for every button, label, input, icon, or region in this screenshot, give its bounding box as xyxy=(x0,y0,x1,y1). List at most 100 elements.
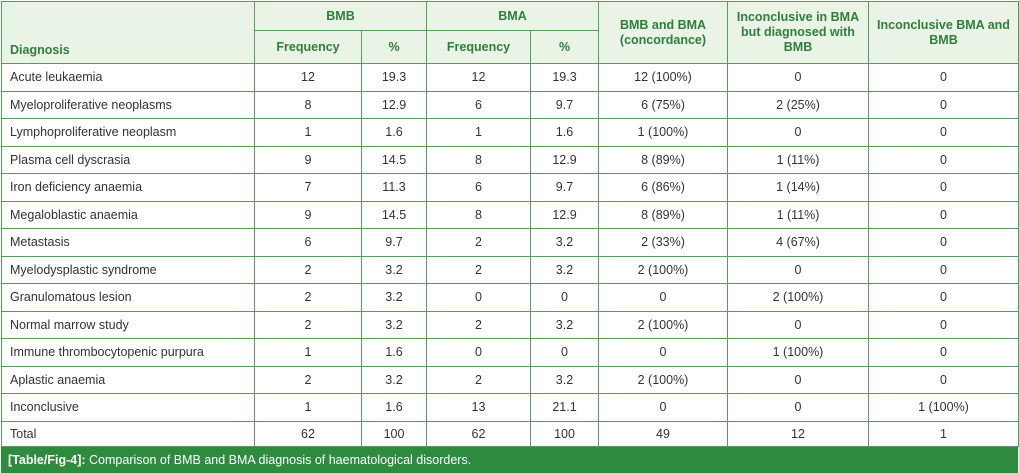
cell-bma-pct: 1.6 xyxy=(530,118,599,147)
cell-bma-freq: 0 xyxy=(426,338,531,367)
table-row: Metastasis 6 9.7 2 3.2 2 (33%) 4 (67%) 0 xyxy=(1,228,1019,257)
cell-incon-bma: 0 xyxy=(727,118,869,147)
cell-incon-both: 0 xyxy=(868,90,1019,119)
cell-bma-freq: 0 xyxy=(426,283,531,312)
cell-bmb-pct: 1.6 xyxy=(361,393,427,422)
cell-bma-pct: 9.7 xyxy=(530,173,599,202)
cell-bma-pct: 3.2 xyxy=(530,365,599,394)
cell-concordance: 49 xyxy=(598,420,728,447)
cell-bmb-freq: 1 xyxy=(254,118,362,147)
cell-diagnosis: Granulomatous lesion xyxy=(1,283,255,312)
header-bmb-frequency: Frequency xyxy=(254,30,362,64)
cell-bma-freq: 13 xyxy=(426,393,531,422)
cell-bmb-freq: 2 xyxy=(254,365,362,394)
cell-bma-pct: 12.9 xyxy=(530,145,599,174)
comparison-table: Diagnosis BMB BMA BMB and BMA (concordan… xyxy=(1,1,1019,447)
cell-diagnosis: Inconclusive xyxy=(1,393,255,422)
cell-bmb-pct: 12.9 xyxy=(361,90,427,119)
cell-incon-both: 0 xyxy=(868,283,1019,312)
cell-bmb-pct: 3.2 xyxy=(361,283,427,312)
cell-bma-freq: 12 xyxy=(426,63,531,92)
cell-diagnosis: Iron deficiency anaemia xyxy=(1,173,255,202)
cell-incon-both: 0 xyxy=(868,145,1019,174)
cell-bma-pct: 3.2 xyxy=(530,310,599,339)
header-bmb: BMB xyxy=(254,1,427,31)
cell-diagnosis: Plasma cell dyscrasia xyxy=(1,145,255,174)
cell-diagnosis: Total xyxy=(1,420,255,447)
cell-concordance: 12 (100%) xyxy=(598,63,728,92)
header-bma: BMA xyxy=(426,1,599,31)
cell-incon-bma: 12 xyxy=(727,420,869,447)
cell-bma-freq: 2 xyxy=(426,310,531,339)
cell-diagnosis: Immune thrombocytopenic purpura xyxy=(1,338,255,367)
cell-concordance: 0 xyxy=(598,338,728,367)
cell-bma-pct: 0 xyxy=(530,283,599,312)
cell-bmb-freq: 6 xyxy=(254,228,362,257)
cell-incon-bma: 1 (14%) xyxy=(727,173,869,202)
cell-incon-bma: 1 (11%) xyxy=(727,145,869,174)
cell-bmb-freq: 12 xyxy=(254,63,362,92)
cell-concordance: 2 (100%) xyxy=(598,255,728,284)
cell-bmb-pct: 14.5 xyxy=(361,145,427,174)
cell-diagnosis: Myelodysplastic syndrome xyxy=(1,255,255,284)
header-concordance: BMB and BMA (concordance) xyxy=(598,1,728,64)
table-row: Normal marrow study 2 3.2 2 3.2 2 (100%) 0 0 xyxy=(1,310,1019,339)
cell-bma-freq: 6 xyxy=(426,90,531,119)
cell-diagnosis: Metastasis xyxy=(1,228,255,257)
cell-concordance: 8 (89%) xyxy=(598,200,728,229)
cell-bma-pct: 9.7 xyxy=(530,90,599,119)
table-row-total: Total 62 100 62 100 49 12 1 xyxy=(1,420,1019,447)
cell-diagnosis: Acute leukaemia xyxy=(1,63,255,92)
cell-bma-freq: 8 xyxy=(426,145,531,174)
cell-bma-pct: 0 xyxy=(530,338,599,367)
table-row: Aplastic anaemia 2 3.2 2 3.2 2 (100%) 0 0 xyxy=(1,365,1019,394)
caption-label: [Table/Fig-4]: xyxy=(8,452,86,467)
cell-bmb-freq: 62 xyxy=(254,420,362,447)
cell-concordance: 6 (86%) xyxy=(598,173,728,202)
cell-bma-freq: 2 xyxy=(426,255,531,284)
cell-bmb-freq: 8 xyxy=(254,90,362,119)
table-row: Iron deficiency anaemia 7 11.3 6 9.7 6 (86%) 1… xyxy=(1,173,1019,202)
header-bmb-percent: % xyxy=(361,30,427,64)
cell-bmb-pct: 19.3 xyxy=(361,63,427,92)
cell-incon-bma: 1 (11%) xyxy=(727,200,869,229)
table-row: Lymphoproliferative neoplasm 1 1.6 1 1.6 1 (1… xyxy=(1,118,1019,147)
cell-incon-bma: 2 (100%) xyxy=(727,283,869,312)
cell-concordance: 0 xyxy=(598,393,728,422)
header-bma-percent: % xyxy=(530,30,599,64)
cell-incon-bma: 0 xyxy=(727,255,869,284)
table-row: Myeloproliferative neoplasms 8 12.9 6 9.7 6 (… xyxy=(1,90,1019,119)
table-header: Diagnosis BMB BMA BMB and BMA (concordan… xyxy=(1,1,1019,64)
cell-bma-freq: 1 xyxy=(426,118,531,147)
cell-incon-both: 1 (100%) xyxy=(868,393,1019,422)
cell-bmb-pct: 9.7 xyxy=(361,228,427,257)
cell-bmb-pct: 3.2 xyxy=(361,255,427,284)
cell-bmb-freq: 2 xyxy=(254,255,362,284)
cell-bmb-pct: 100 xyxy=(361,420,427,447)
cell-bmb-pct: 1.6 xyxy=(361,118,427,147)
cell-incon-bma: 0 xyxy=(727,63,869,92)
cell-concordance: 8 (89%) xyxy=(598,145,728,174)
caption-text: Comparison of BMB and BMA diagnosis of h… xyxy=(85,452,472,467)
cell-incon-both: 0 xyxy=(868,118,1019,147)
cell-bmb-freq: 9 xyxy=(254,200,362,229)
cell-incon-bma: 4 (67%) xyxy=(727,228,869,257)
table-row: Inconclusive 1 1.6 13 21.1 0 0 1 (100%) xyxy=(1,393,1019,422)
table-row: Immune thrombocytopenic purpura 1 1.6 0 0 0 1 … xyxy=(1,338,1019,367)
cell-bma-pct: 12.9 xyxy=(530,200,599,229)
cell-bma-pct: 19.3 xyxy=(530,63,599,92)
cell-bma-freq: 62 xyxy=(426,420,531,447)
cell-incon-both: 0 xyxy=(868,255,1019,284)
cell-incon-bma: 2 (25%) xyxy=(727,90,869,119)
cell-bma-pct: 100 xyxy=(530,420,599,447)
cell-bmb-pct: 3.2 xyxy=(361,365,427,394)
cell-incon-both: 0 xyxy=(868,173,1019,202)
cell-diagnosis: Myeloproliferative neoplasms xyxy=(1,90,255,119)
cell-bma-pct: 3.2 xyxy=(530,228,599,257)
table-caption: [Table/Fig-4]: Comparison of BMB and BMA… xyxy=(1,446,1018,473)
table-row: Granulomatous lesion 2 3.2 0 0 0 2 (100%) 0 xyxy=(1,283,1019,312)
cell-concordance: 1 (100%) xyxy=(598,118,728,147)
table-row: Plasma cell dyscrasia 9 14.5 8 12.9 8 (89%) 1 … xyxy=(1,145,1019,174)
table-row: Megaloblastic anaemia 9 14.5 8 12.9 8 (89%) 1 … xyxy=(1,200,1019,229)
